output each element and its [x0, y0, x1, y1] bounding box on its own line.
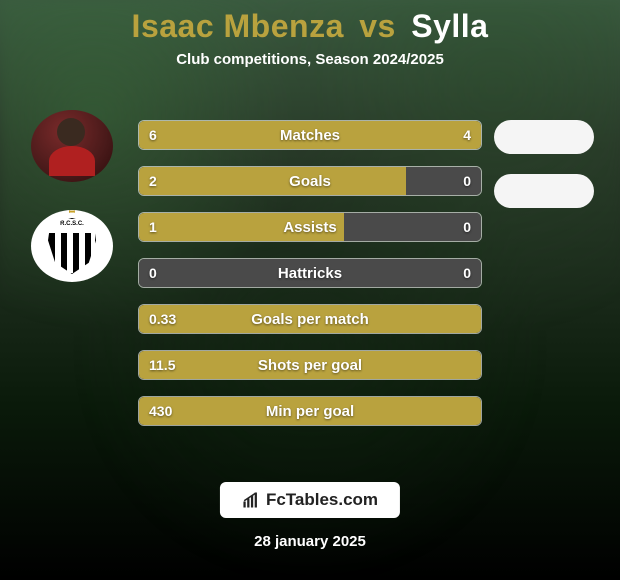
stat-bar-left — [139, 351, 481, 379]
content-root: Isaac Mbenza vs Sylla Club competitions,… — [0, 0, 620, 580]
stat-row: 0.33Goals per match — [138, 304, 482, 334]
club-badge-text: R.C.S.C. — [49, 221, 95, 227]
footer-badge: FcTables.com — [220, 482, 400, 518]
stats-bars: 64Matches 20Goals 10Assists 00Hattricks 0.33… — [138, 120, 482, 442]
stat-bar-left — [139, 167, 406, 195]
stat-row: 00Hattricks — [138, 258, 482, 288]
title-vs: vs — [359, 8, 396, 44]
date-label: 28 january 2025 — [0, 533, 620, 550]
title-player2: Sylla — [411, 8, 488, 44]
stat-row: 430Min per goal — [138, 396, 482, 426]
club-stripes — [49, 233, 95, 273]
page-title: Isaac Mbenza vs Sylla — [0, 0, 620, 45]
player1-avatar — [31, 110, 113, 182]
stat-bar-base — [139, 259, 481, 287]
title-player1: Isaac Mbenza — [132, 8, 344, 44]
player2-avatars-column — [494, 120, 604, 228]
stat-bar-left — [139, 213, 344, 241]
subtitle: Club competitions, Season 2024/2025 — [0, 51, 620, 68]
stat-row: 20Goals — [138, 166, 482, 196]
club-badge: ♛ R.C.S.C. — [31, 210, 113, 282]
footer-label: FcTables.com — [266, 490, 378, 510]
stat-row: 64Matches — [138, 120, 482, 150]
player2-club-placeholder — [494, 174, 594, 208]
avatars-column: ♛ R.C.S.C. — [12, 110, 132, 310]
stat-row: 10Assists — [138, 212, 482, 242]
club-shield-icon: R.C.S.C. — [48, 218, 96, 274]
fctables-logo-icon — [242, 491, 260, 509]
stat-row: 11.5Shots per goal — [138, 350, 482, 380]
stat-bar-left — [139, 121, 344, 149]
stat-bar-left — [139, 305, 481, 333]
player2-avatar-placeholder — [494, 120, 594, 154]
stat-bar-left — [139, 397, 481, 425]
crown-icon: ♛ — [66, 210, 79, 217]
stat-bar-right — [344, 121, 481, 149]
